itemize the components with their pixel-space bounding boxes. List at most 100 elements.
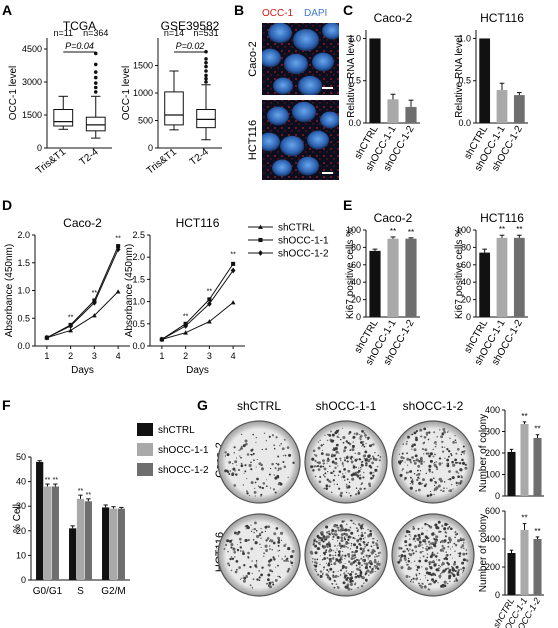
y-tick-label: 20	[461, 295, 471, 305]
colony-dot	[255, 466, 257, 468]
colony-dot	[339, 547, 342, 549]
colony-dot	[446, 431, 449, 433]
colony-dot	[252, 578, 255, 581]
colony-dot	[343, 520, 346, 522]
colony-dot	[283, 544, 286, 547]
colony-dot	[250, 449, 253, 452]
series-line	[46, 245, 119, 339]
colony-dot	[250, 453, 252, 456]
y-tick-label: 0	[356, 312, 361, 322]
y-tick-label: 2.0	[17, 230, 30, 240]
colony-dot	[411, 445, 414, 448]
colony-dot	[349, 579, 353, 583]
colony-dot	[368, 454, 371, 458]
colony-dot	[275, 527, 279, 530]
outlier-point	[204, 80, 208, 84]
colony-dot	[441, 524, 444, 528]
colony-dot	[250, 468, 253, 471]
colony-dot	[410, 480, 414, 484]
colony-dot	[318, 543, 321, 546]
colony-dot	[443, 430, 446, 434]
colony-dot	[374, 468, 378, 472]
colony-dot	[281, 447, 285, 451]
colony-dot	[436, 526, 440, 530]
colony-dot	[349, 562, 353, 566]
colony-dot	[325, 453, 329, 456]
colony-dot	[357, 451, 361, 456]
colony-dot	[240, 433, 243, 436]
bar	[369, 250, 381, 317]
colony-dot	[229, 470, 232, 472]
x-tick-label: 2	[68, 351, 73, 361]
colony-dot	[360, 463, 364, 467]
colony-dot	[422, 555, 425, 558]
y-tick-label: 0.0	[458, 118, 471, 128]
colony-dot	[344, 563, 346, 564]
colony-dot	[365, 457, 367, 460]
colony-dot	[446, 527, 450, 530]
colony-dot	[364, 458, 368, 462]
colony-dot	[234, 470, 236, 472]
colony-dot	[327, 470, 329, 473]
colony-dot	[423, 441, 426, 443]
series-line	[161, 302, 234, 340]
colony-dot	[328, 479, 331, 483]
colony-dot	[282, 461, 285, 463]
colony-dot	[250, 547, 254, 551]
colony-dot	[438, 574, 442, 578]
colony-dot	[243, 576, 247, 580]
colony-dot	[317, 461, 321, 465]
y-axis-label: Ki67 positive cells %	[454, 228, 465, 319]
colony-dot	[351, 577, 354, 580]
colony-dot	[344, 457, 346, 459]
marker-diamond	[183, 323, 189, 329]
colony-dot	[277, 550, 279, 552]
colony-dot	[431, 547, 433, 549]
colony-dot	[410, 433, 413, 436]
colony-dot	[317, 446, 321, 450]
colony-dot	[429, 566, 433, 570]
bar	[507, 553, 516, 595]
colony-dot	[372, 443, 375, 446]
colony-dot	[460, 568, 462, 571]
significance-mark: **	[78, 488, 84, 495]
colony-dot	[263, 552, 266, 555]
colony-dot	[409, 553, 413, 557]
marker-triangle	[230, 300, 236, 305]
colony-dot	[456, 573, 460, 576]
colony-dot	[456, 484, 458, 487]
colony-dot	[343, 538, 346, 540]
marker-diamond	[44, 334, 50, 341]
colony-dot	[338, 452, 340, 454]
colony-dot	[326, 439, 329, 442]
legend-label: shOCC-1-1	[278, 236, 329, 247]
colony-dot	[462, 558, 466, 562]
colony-dot	[267, 578, 270, 582]
bar	[43, 486, 52, 580]
colony-dot	[352, 465, 356, 469]
colony-dot	[398, 555, 400, 557]
y-axis-label: Number of colony	[478, 514, 489, 592]
scale-bar-2	[322, 172, 333, 174]
colony-dot	[312, 542, 316, 545]
colony-dot	[460, 476, 464, 479]
marker-diamond	[258, 250, 263, 256]
colony-dot	[399, 558, 403, 562]
petri-dish-rim	[395, 517, 471, 593]
colony-dot	[247, 556, 250, 559]
colony-dot	[260, 463, 263, 467]
x-tick-label: 3	[92, 351, 97, 361]
colony-dot	[368, 574, 370, 577]
colony-dot	[437, 582, 439, 584]
colony-dot	[273, 447, 276, 450]
colony-dot	[339, 438, 342, 441]
colony-dot	[413, 560, 416, 562]
colony-dot	[430, 546, 432, 548]
colony-dot	[442, 490, 445, 493]
colony-dot	[429, 478, 433, 482]
colony-dot	[362, 540, 366, 544]
y-tick-label: 60	[351, 260, 361, 270]
colony-dot	[253, 528, 256, 531]
